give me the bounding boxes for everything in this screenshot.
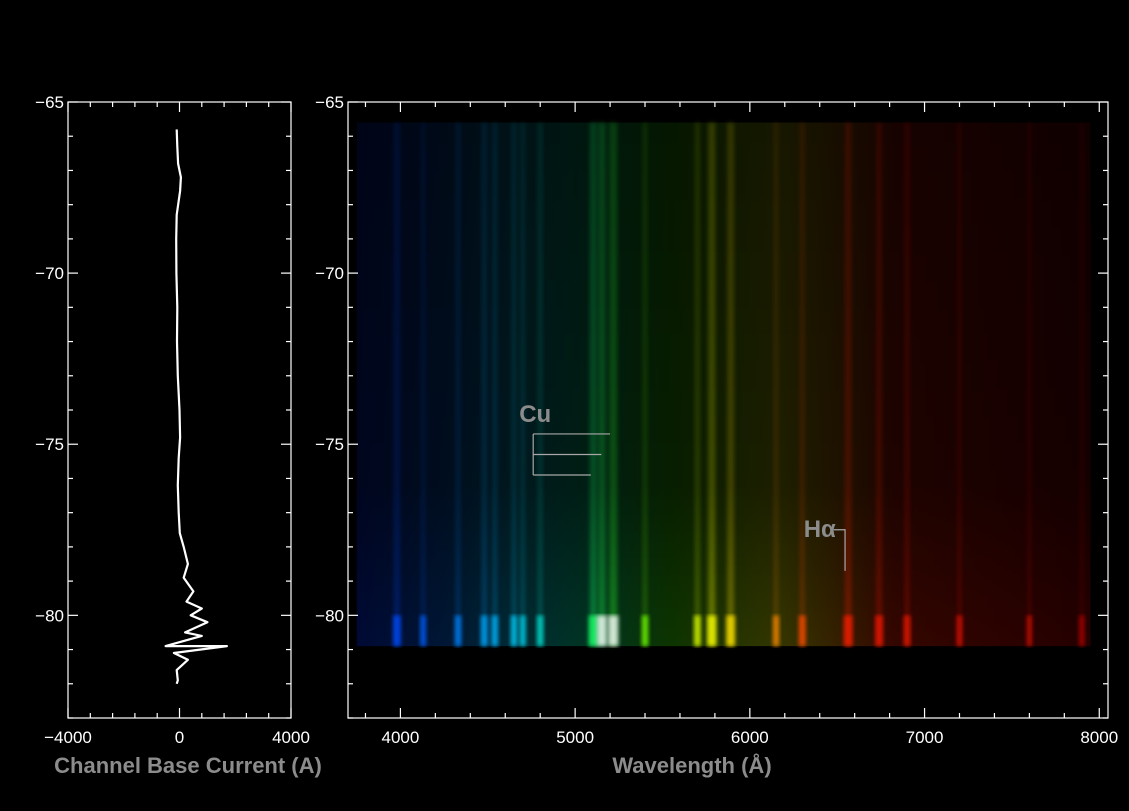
spectral-line-peak: [393, 615, 401, 647]
current-y-tick-label: −80: [35, 606, 64, 625]
spectral-line-peak: [875, 615, 883, 647]
spectrum-y-tick-labels: −65 −70 −75 −80: [315, 93, 344, 625]
spectrum-y-tick-label: −65: [315, 93, 344, 112]
spectral-line-peak: [510, 615, 518, 647]
spectral-line-peak: [956, 615, 963, 647]
spectrum-x-tick-label: 6000: [731, 728, 769, 747]
spectral-line-peak: [420, 615, 426, 647]
spectrum-panel: 4000 5000 6000 7000 8000 −65 −70 −75 −80 Cu Hα W…: [315, 93, 1118, 778]
spectral-line: [799, 122, 805, 647]
spectral-line-peak: [596, 615, 607, 647]
spectrum-x-tick-label: 7000: [906, 728, 944, 747]
current-x-tick-labels: −4000 0 4000: [44, 728, 310, 747]
spectrum-x-tick-label: 8000: [1080, 728, 1118, 747]
spectral-line: [589, 122, 598, 647]
spectral-line-peak: [537, 615, 544, 647]
spectral-line-peak: [707, 615, 717, 647]
current-trace-line: [164, 129, 228, 685]
current-y-tick-labels: −65 −70 −75 −80: [35, 93, 64, 625]
spectrum-image: [356, 122, 1091, 647]
spectral-line: [1027, 122, 1032, 647]
spectral-line: [394, 122, 400, 647]
current-x-tick-label: 0: [175, 728, 184, 747]
spectral-line: [694, 122, 700, 647]
bright-bottom-band: [393, 615, 1085, 647]
wavelength-axis-title: Wavelength (Å): [612, 752, 771, 778]
spectral-line-peak: [641, 615, 649, 647]
spectral-line-peak: [799, 615, 806, 647]
spectral-line: [1079, 122, 1084, 647]
spectral-lines: [394, 122, 1084, 647]
spectral-line-peak: [480, 615, 488, 647]
wavelength-tick-labels: 4000 5000 6000 7000 8000: [381, 728, 1118, 747]
spectrum-y-tick-label: −80: [315, 606, 344, 625]
spectral-line: [597, 122, 606, 647]
current-x-tick-label: 4000: [272, 728, 310, 747]
current-y-tick-label: −65: [35, 93, 64, 112]
spectral-line-peak: [903, 615, 911, 647]
spectral-line: [773, 122, 779, 647]
annotation-label: Hα: [804, 516, 836, 543]
spectrum-continuum: [356, 122, 1091, 647]
spectral-line: [876, 122, 883, 647]
spectral-line-peak: [519, 615, 526, 647]
spectrum-y-tick-label: −75: [315, 435, 344, 454]
spectral-line: [727, 122, 734, 647]
spectral-line-peak: [1026, 615, 1033, 647]
spectral-line: [708, 122, 716, 647]
spectral-line: [455, 122, 461, 647]
current-x-tick-label: −4000: [44, 728, 92, 747]
spectral-line: [537, 122, 543, 647]
spectral-line: [957, 122, 962, 647]
spectral-line: [609, 122, 618, 647]
spectral-line-peak: [843, 615, 853, 647]
current-y-tick-label: −75: [35, 435, 64, 454]
spectral-line: [520, 122, 525, 647]
spectral-line-peak: [694, 615, 701, 647]
spectral-line-peak: [491, 615, 498, 647]
spectral-line: [492, 122, 498, 647]
spectral-line: [844, 122, 852, 647]
line-annotations: Cu Hα: [519, 401, 846, 571]
spectrum-x-tick-label: 4000: [381, 728, 419, 747]
spectral-line: [904, 122, 910, 647]
current-x-axis-title: Channel Base Current (A): [54, 753, 322, 778]
current-panel-ticks: [67, 101, 292, 719]
spectrum-x-tick-label: 5000: [556, 728, 594, 747]
spectral-line-peak: [773, 615, 779, 647]
current-panel: −4000 0 4000 −65 −70 −75 −80 Channel Base Cur…: [35, 93, 322, 778]
spectral-line-peak: [1079, 615, 1085, 647]
spectral-line: [481, 122, 487, 647]
spectral-line-peak: [455, 615, 462, 647]
spectrum-panel-ticks: [348, 101, 1108, 719]
spectral-line-peak: [588, 615, 599, 647]
spectral-line: [511, 122, 517, 647]
current-y-tick-label: −70: [35, 264, 64, 283]
spectral-line: [421, 122, 426, 647]
spectrum-y-tick-label: −70: [315, 264, 344, 283]
spectral-line-peak: [726, 615, 735, 647]
spectral-line-peak: [608, 615, 619, 647]
current-trace-layer: [164, 129, 228, 685]
spectral-line: [642, 122, 648, 647]
annotation-pointer: [833, 529, 846, 571]
annotation-label: Cu: [519, 401, 551, 428]
